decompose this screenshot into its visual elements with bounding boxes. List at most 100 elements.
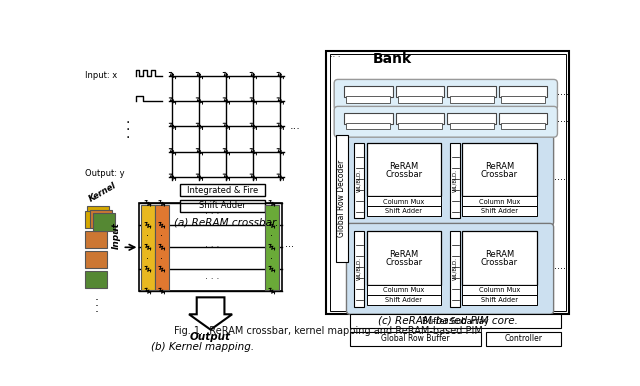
- Text: ·: ·: [125, 115, 130, 130]
- Text: Controller: Controller: [504, 334, 543, 344]
- Text: ReRAM: ReRAM: [389, 251, 419, 259]
- Text: ReRAM: ReRAM: [485, 251, 514, 259]
- Text: WL/BLD.: WL/BLD.: [356, 169, 362, 192]
- Bar: [367, 196, 441, 207]
- Text: Output: Output: [190, 332, 231, 342]
- Text: (c) ReRAM-based PIM core.: (c) ReRAM-based PIM core.: [378, 315, 518, 325]
- Text: ·: ·: [94, 294, 98, 307]
- Text: ReRAM: ReRAM: [389, 162, 419, 171]
- Text: ReRAM: ReRAM: [485, 162, 514, 171]
- Text: WL/BLD.: WL/BLD.: [452, 257, 458, 280]
- Text: ·: ·: [125, 131, 130, 145]
- Text: Input: Input: [112, 222, 121, 249]
- Text: ·: ·: [94, 300, 98, 313]
- Text: Column Mux: Column Mux: [383, 288, 424, 293]
- Bar: [450, 123, 493, 129]
- Bar: [354, 142, 364, 218]
- Text: ·
·
·: · · ·: [270, 231, 273, 264]
- Bar: [462, 231, 537, 285]
- Text: Kernel: Kernel: [87, 181, 118, 203]
- Text: WL/BLD.: WL/BLD.: [356, 257, 362, 280]
- Text: ·
·
·: · · ·: [160, 231, 163, 264]
- Bar: [462, 142, 537, 196]
- Bar: [180, 200, 265, 212]
- Bar: [450, 96, 493, 103]
- Bar: [450, 231, 460, 306]
- Bar: [462, 196, 537, 207]
- Text: Bank: Bank: [372, 52, 412, 66]
- Bar: [447, 113, 496, 124]
- Bar: [367, 295, 441, 305]
- Text: Column Mux: Column Mux: [479, 199, 520, 205]
- Text: · · ·: · · ·: [205, 275, 220, 284]
- Bar: [367, 285, 441, 295]
- Bar: [396, 86, 444, 97]
- Text: Shift Adder: Shift Adder: [385, 297, 422, 303]
- Text: Crossbar: Crossbar: [385, 258, 422, 267]
- Text: · · ·: · · ·: [205, 243, 220, 252]
- FancyBboxPatch shape: [334, 80, 557, 110]
- Bar: [396, 113, 444, 124]
- Bar: [447, 86, 496, 97]
- Bar: [501, 96, 545, 103]
- Bar: [86, 211, 107, 228]
- Text: ···: ···: [285, 242, 294, 252]
- Bar: [86, 231, 107, 248]
- Bar: [367, 231, 441, 285]
- Text: Global Row Buffer: Global Row Buffer: [381, 334, 450, 344]
- Bar: [398, 96, 442, 103]
- Text: (a) ReRAM crossbar.: (a) ReRAM crossbar.: [174, 218, 278, 228]
- Text: · · ·: · · ·: [205, 210, 220, 220]
- Bar: [462, 295, 537, 305]
- Bar: [346, 96, 390, 103]
- Bar: [350, 332, 481, 346]
- Bar: [486, 332, 561, 346]
- Text: ····: ····: [557, 90, 570, 100]
- Text: Column Mux: Column Mux: [383, 199, 424, 205]
- Text: Crossbar: Crossbar: [385, 169, 422, 179]
- Text: Shift Adder: Shift Adder: [199, 201, 246, 210]
- Bar: [330, 54, 566, 311]
- Bar: [86, 271, 107, 288]
- Text: Crossbar: Crossbar: [481, 258, 518, 267]
- FancyBboxPatch shape: [346, 223, 554, 314]
- Bar: [367, 142, 441, 196]
- Text: Shift Adder: Shift Adder: [481, 208, 518, 214]
- Text: (b) Kernel mapping.: (b) Kernel mapping.: [151, 342, 255, 352]
- Bar: [87, 207, 109, 225]
- Bar: [86, 251, 107, 268]
- Bar: [398, 123, 442, 129]
- Bar: [344, 113, 393, 124]
- Text: ·
·
·: · · ·: [147, 231, 149, 264]
- Text: ····: ····: [554, 264, 566, 274]
- Bar: [180, 184, 265, 196]
- Bar: [265, 205, 279, 290]
- Bar: [326, 51, 569, 314]
- Bar: [336, 135, 348, 262]
- Text: Shift Adder: Shift Adder: [481, 297, 518, 303]
- FancyBboxPatch shape: [334, 107, 557, 137]
- Text: ····: ····: [557, 117, 570, 127]
- Text: Shift Adder: Shift Adder: [385, 208, 422, 214]
- Bar: [155, 205, 168, 290]
- Text: Crossbar: Crossbar: [481, 169, 518, 179]
- Bar: [93, 213, 115, 231]
- Bar: [140, 203, 282, 291]
- Bar: [499, 113, 547, 124]
- Bar: [350, 314, 561, 328]
- Text: ·: ·: [94, 306, 98, 319]
- Text: WL/BLD.: WL/BLD.: [452, 169, 458, 192]
- Text: ...: ...: [290, 122, 301, 131]
- Bar: [501, 123, 545, 129]
- Bar: [90, 210, 111, 228]
- Bar: [344, 86, 393, 97]
- Text: ·· ·: ·· ·: [330, 52, 341, 62]
- Text: Global Row Decoder: Global Row Decoder: [337, 160, 346, 237]
- Bar: [354, 231, 364, 306]
- Bar: [141, 205, 155, 290]
- Text: Fig. 1.  ReRAM crossbar, kernel mapping and ReRAM-based PIM: Fig. 1. ReRAM crossbar, kernel mapping a…: [173, 326, 483, 336]
- Bar: [450, 142, 460, 218]
- Text: ····: ····: [554, 175, 566, 185]
- Bar: [462, 285, 537, 295]
- Text: Buffer Subarray: Buffer Subarray: [422, 317, 489, 326]
